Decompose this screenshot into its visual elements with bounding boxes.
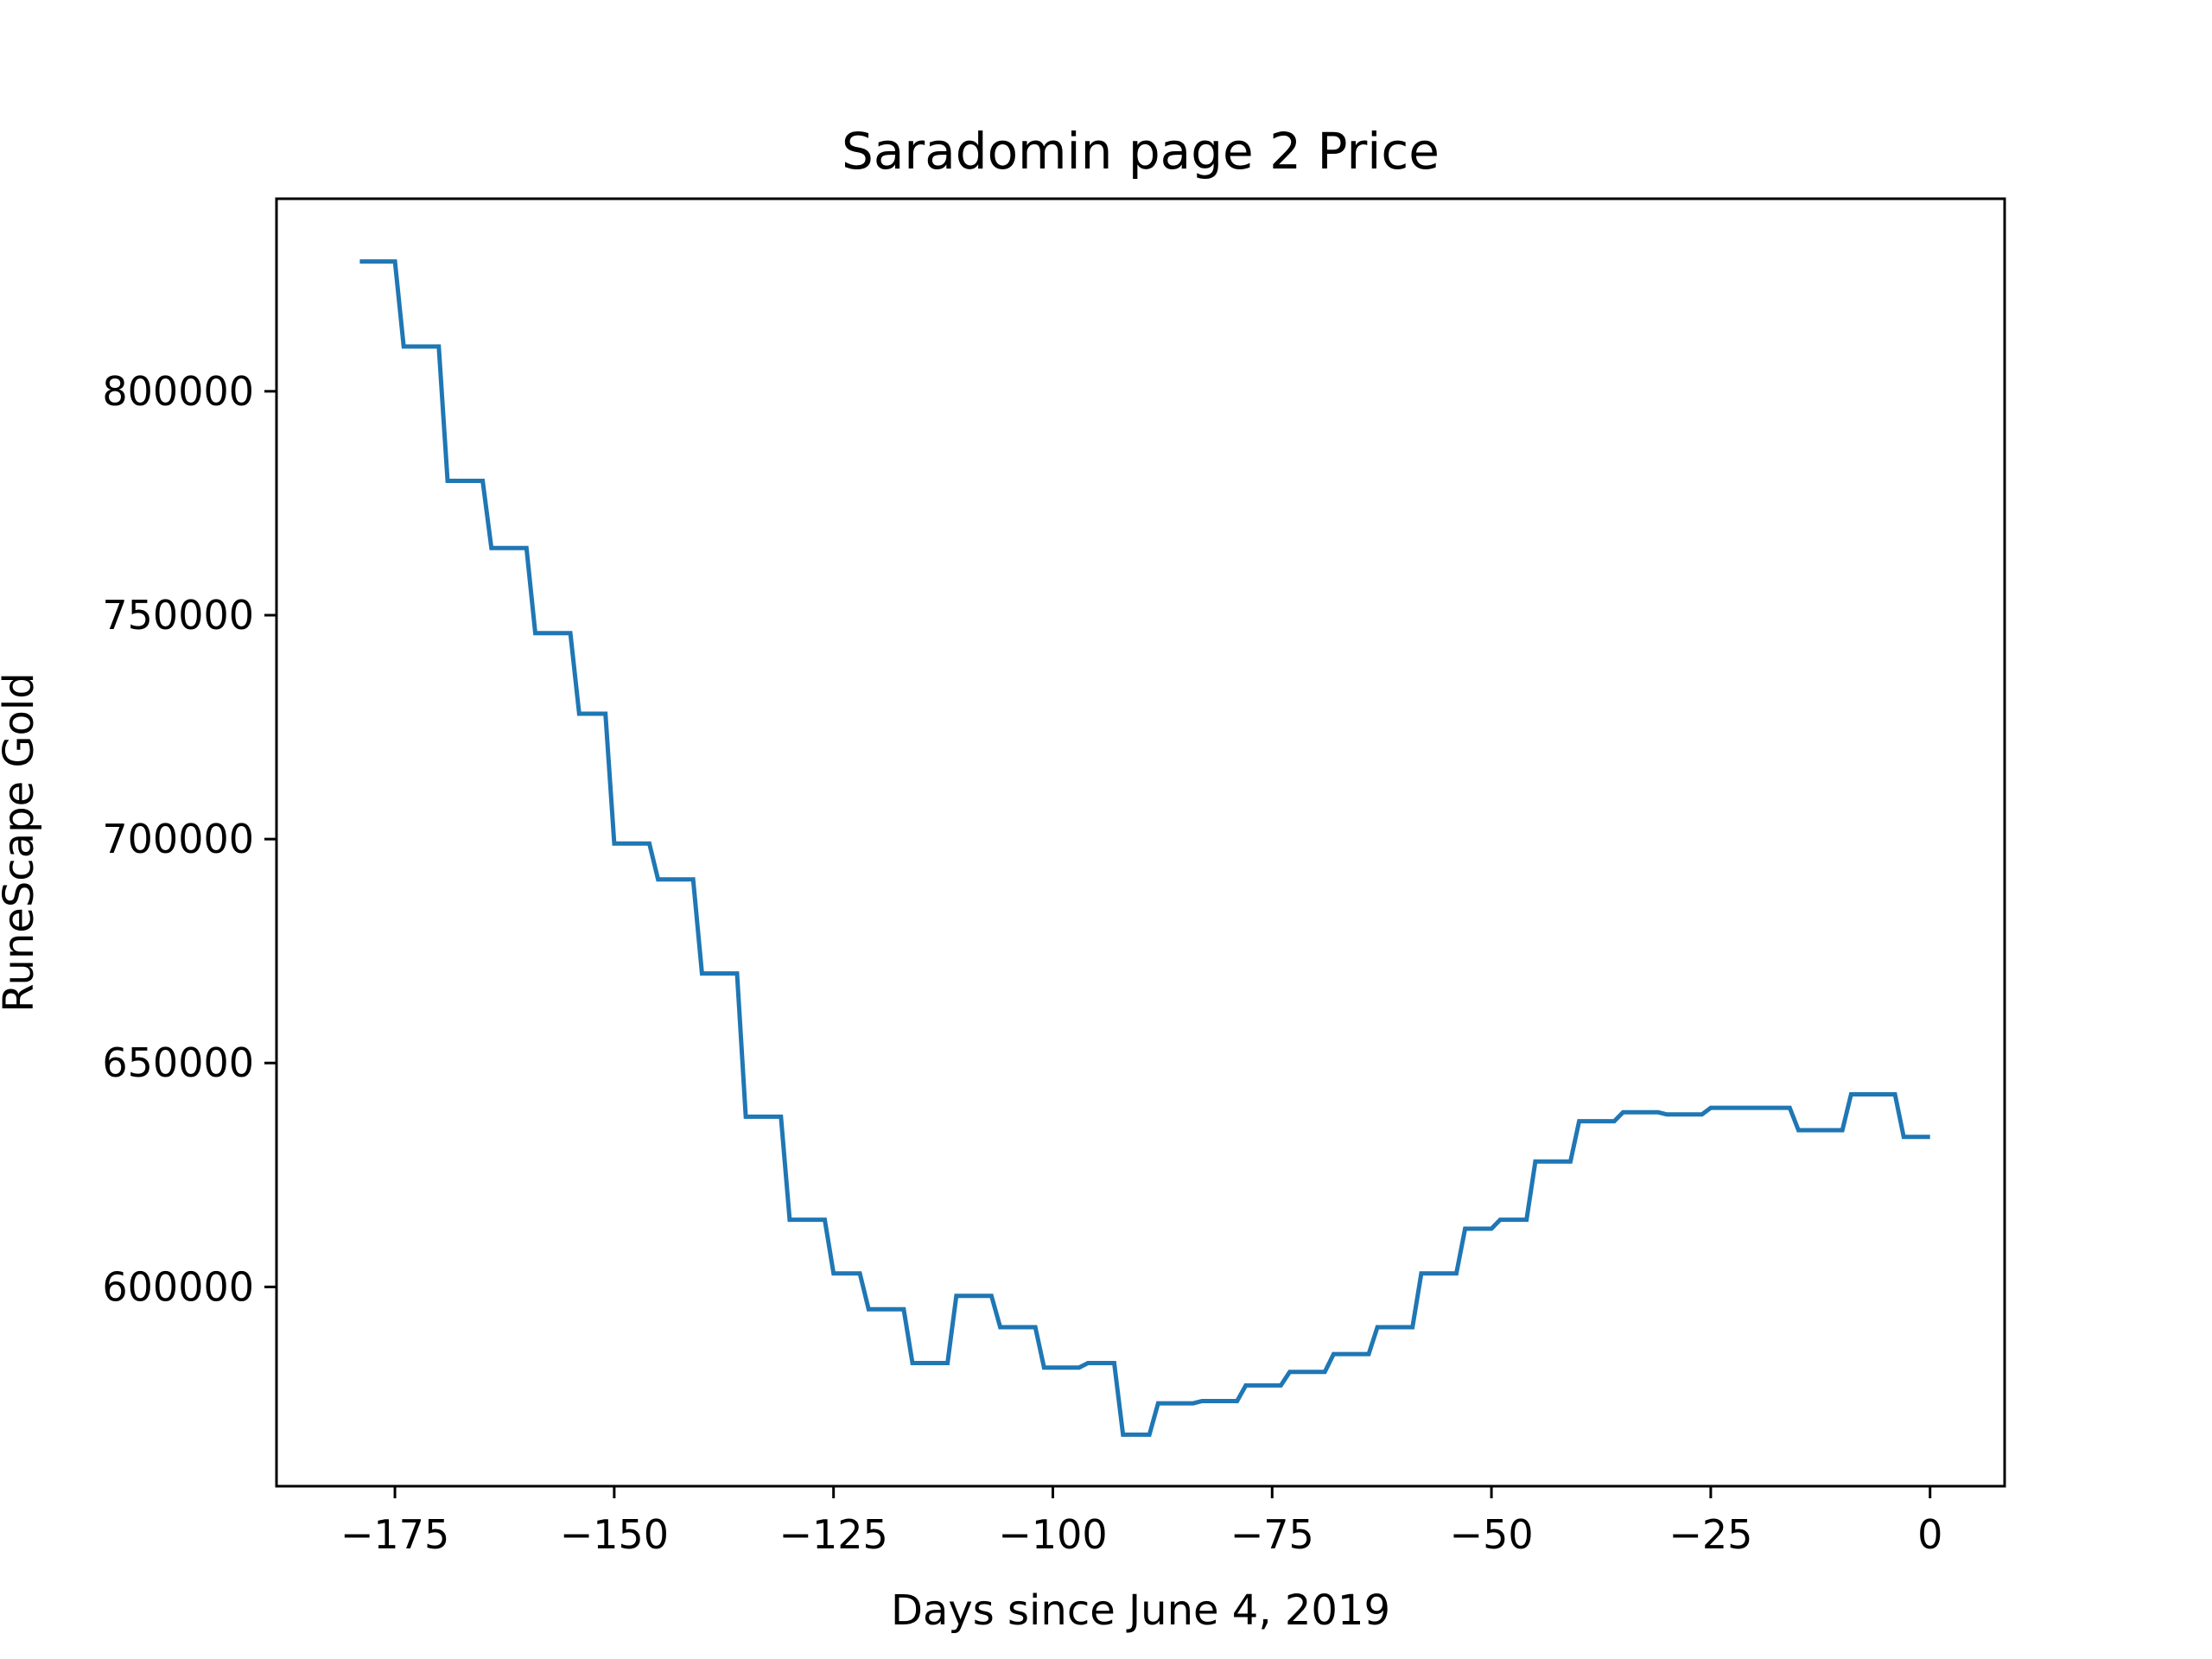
- x-tick-label: −125: [779, 1511, 887, 1558]
- plot-area: [359, 259, 1930, 1437]
- y-axis: 600000 650000 700000 750000 800000: [102, 368, 276, 1310]
- axes-frame: [275, 197, 2006, 1488]
- y-tick-label: 600000: [102, 1263, 254, 1310]
- x-tick-label: −75: [1230, 1511, 1314, 1558]
- y-tick-label: 800000: [102, 368, 254, 415]
- chart-title: Saradomin page 2 Price: [842, 122, 1440, 181]
- y-tick-label: 750000: [102, 592, 254, 639]
- x-tick-label: −25: [1669, 1511, 1752, 1558]
- series-line-0: [359, 259, 1930, 1437]
- y-tick-label: 650000: [102, 1039, 254, 1086]
- x-axis: −175 −150 −125 −100 −75 −50 −25 0: [340, 1486, 1942, 1558]
- x-tick-label: −100: [998, 1511, 1107, 1558]
- y-tick-label: 700000: [102, 816, 254, 862]
- x-tick-label: 0: [1917, 1511, 1942, 1558]
- x-tick-label: −150: [560, 1511, 669, 1558]
- x-axis-label: Days since June 4, 2019: [891, 1586, 1390, 1635]
- x-tick-label: −50: [1450, 1511, 1534, 1558]
- x-tick-label: −175: [340, 1511, 449, 1558]
- y-axis-label: RuneScape Gold: [0, 672, 43, 1012]
